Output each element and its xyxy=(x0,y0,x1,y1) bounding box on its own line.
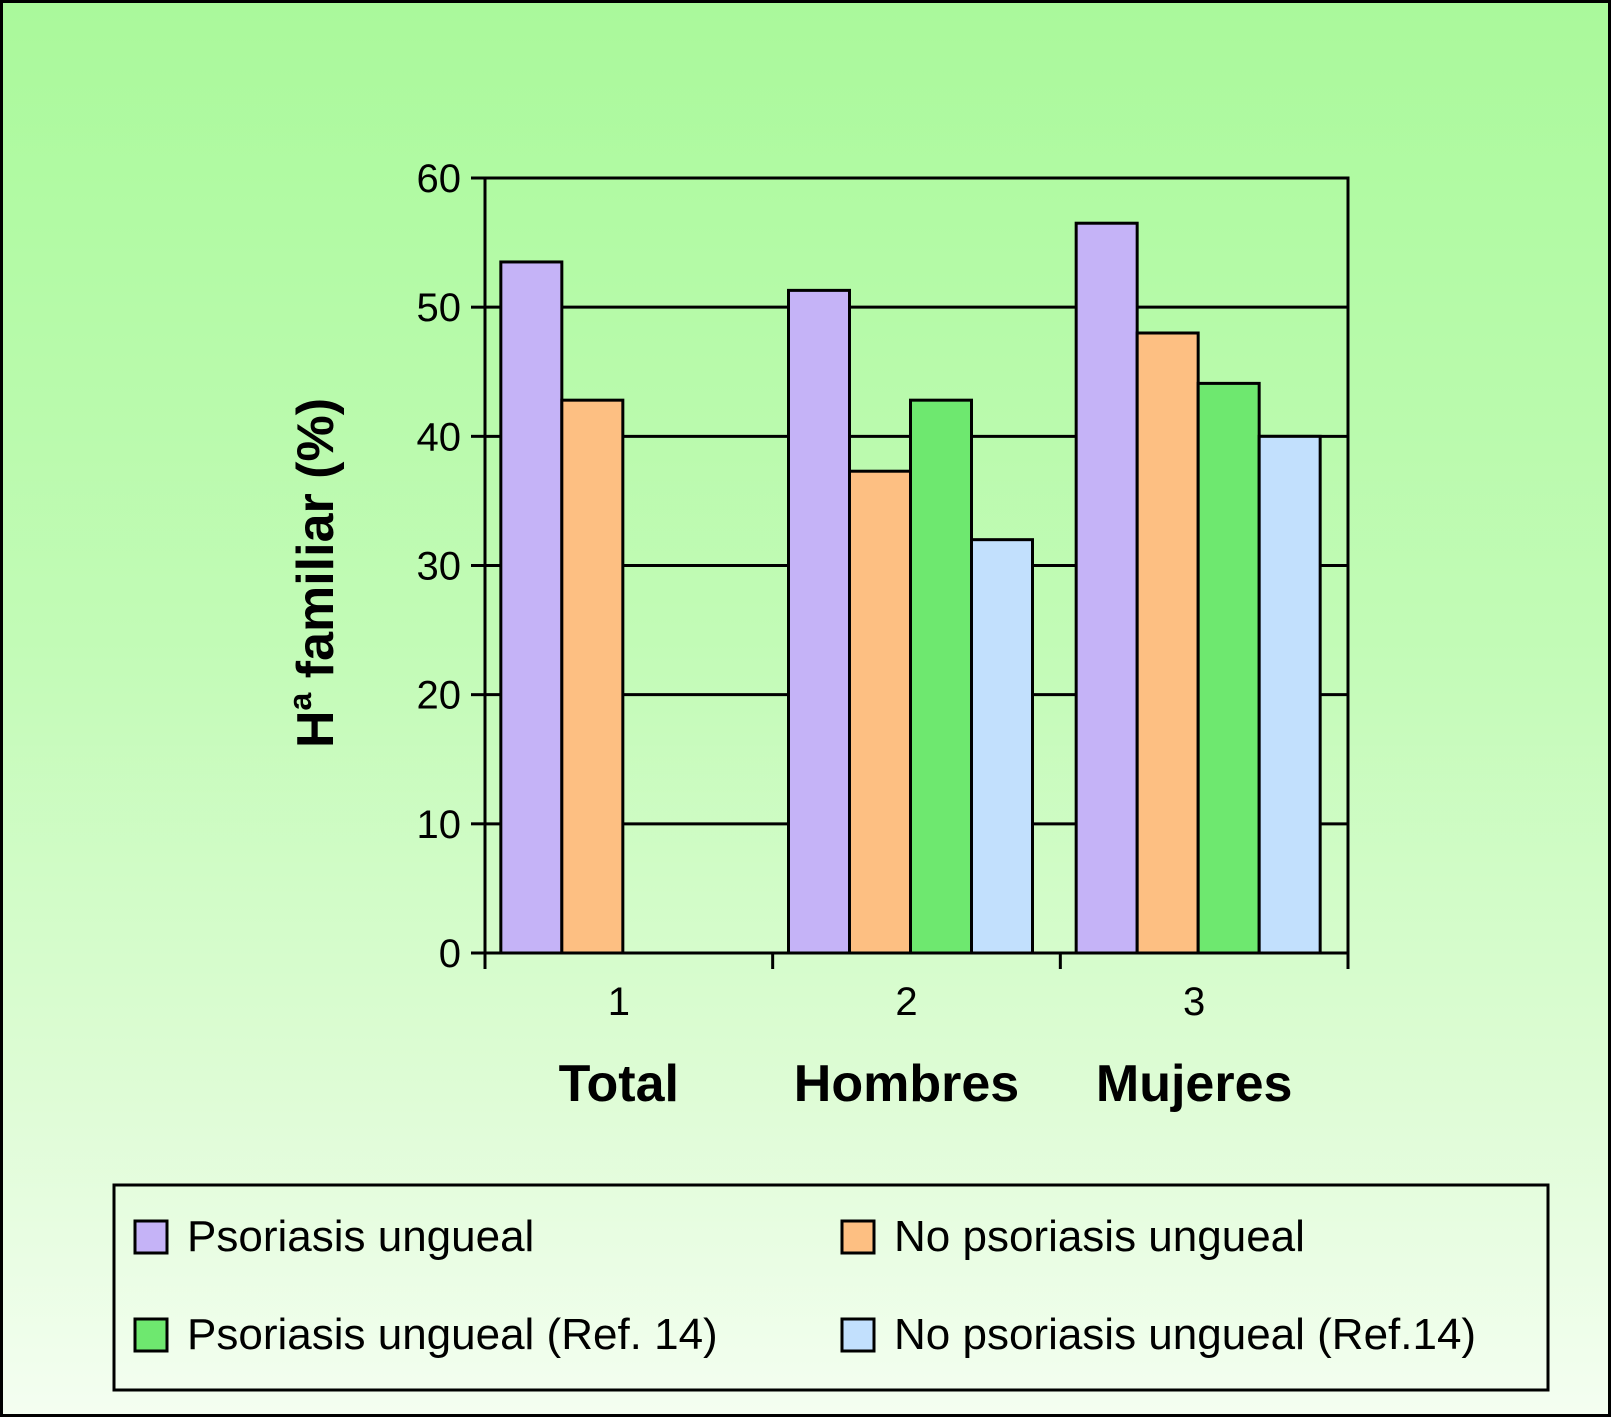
y-tick-label-40: 40 xyxy=(417,415,462,459)
bars xyxy=(499,221,1322,955)
y-tick-label-0: 0 xyxy=(439,932,461,976)
x-tick-label-3: 3 xyxy=(1183,980,1205,1024)
bar-hombres-series-3 xyxy=(909,398,973,955)
legend-label-1: Psoriasis ungueal xyxy=(187,1212,534,1261)
legend: Psoriasis ungueal No psoriasis ungueal Pso… xyxy=(112,1183,1550,1392)
legend-label-2: No psoriasis ungueal xyxy=(894,1212,1305,1261)
bar-hombres-series-1 xyxy=(787,288,851,955)
bar-chart: 0 10 20 30 40 50 60 1 Total 2 Hombres 3 Mujeres Ha f… xyxy=(112,157,1550,1392)
y-axis-label-main: H xyxy=(287,710,345,748)
x-tick-label-2: 2 xyxy=(895,980,917,1024)
category-label-mujeres: Mujeres xyxy=(1096,1055,1293,1113)
y-tick-label-60: 60 xyxy=(417,157,462,201)
bar-mujeres-series-2 xyxy=(1135,331,1200,955)
y-axis-label-rest: familiar (%) xyxy=(287,398,345,693)
category-label-hombres: Hombres xyxy=(794,1055,1019,1113)
bar-mujeres-series-1 xyxy=(1074,221,1139,955)
bar-mujeres-series-3 xyxy=(1196,381,1261,955)
legend-swatch-2 xyxy=(840,1219,876,1255)
plot-frame xyxy=(483,176,1350,955)
axes: 0 10 20 30 40 50 60 1 Total 2 Hombres 3 Mujeres xyxy=(417,157,1350,1113)
bar-hombres-series-4 xyxy=(970,538,1034,955)
y-tick-label-10: 10 xyxy=(417,803,462,847)
y-axis-label-sup: a xyxy=(282,692,318,710)
legend-label-4: No psoriasis ungueal (Ref.14) xyxy=(894,1310,1476,1359)
bar-hombres-series-2 xyxy=(848,469,912,955)
bar-total-series-1 xyxy=(499,260,564,955)
legend-box xyxy=(112,1183,1550,1392)
legend-swatch-4 xyxy=(840,1317,876,1353)
legend-label-3: Psoriasis ungueal (Ref. 14) xyxy=(187,1310,718,1359)
legend-swatch-3 xyxy=(133,1317,169,1353)
x-tick-label-1: 1 xyxy=(608,980,630,1024)
legend-swatch-1 xyxy=(133,1219,169,1255)
category-label-total: Total xyxy=(559,1055,679,1113)
y-tick-label-30: 30 xyxy=(417,545,462,589)
y-tick-label-20: 20 xyxy=(417,674,462,718)
bar-mujeres-series-4 xyxy=(1257,434,1322,955)
bar-total-series-2 xyxy=(560,398,625,955)
y-axis-label: Ha familiar (%) xyxy=(282,398,345,748)
y-tick-label-50: 50 xyxy=(417,286,462,330)
